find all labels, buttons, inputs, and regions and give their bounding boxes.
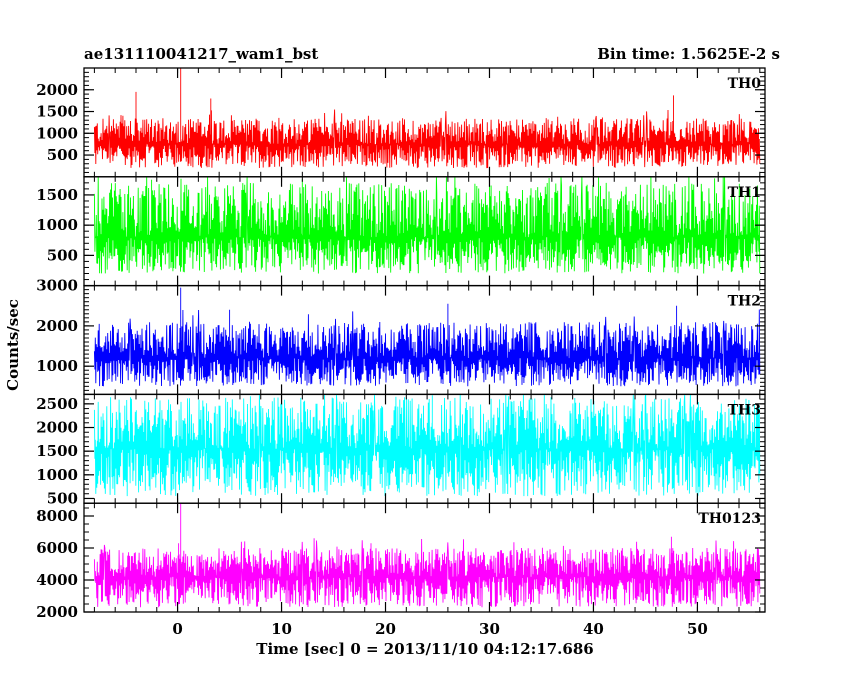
- y-tick-label: 1000: [36, 216, 78, 234]
- y-tick-label: 1500: [36, 186, 78, 204]
- x-tick-label: 30: [479, 620, 500, 638]
- y-tick-label: 2000: [36, 603, 78, 621]
- y-tick-label: 1000: [36, 466, 78, 484]
- panel-label-th1: TH1: [728, 185, 761, 201]
- panel-label-th0123: TH0123: [698, 511, 761, 527]
- series-line-th3: [93, 394, 761, 497]
- chart-title: ae131110041217_wam1_bst: [84, 45, 318, 63]
- series-line-th0: [93, 68, 761, 169]
- x-tick-label: 0: [172, 620, 182, 638]
- series-line-th1: [93, 176, 761, 274]
- y-tick-label: 500: [47, 246, 78, 264]
- y-tick-label: 500: [47, 489, 78, 507]
- y-tick-label: 2000: [36, 317, 78, 335]
- y-tick-label: 4000: [36, 571, 78, 589]
- y-tick-label: 2000: [36, 419, 78, 437]
- y-tick-label: 1000: [36, 124, 78, 142]
- y-tick-label: 3000: [36, 277, 78, 295]
- y-tick-label: 1500: [36, 442, 78, 460]
- y-tick-label: 1500: [36, 103, 78, 121]
- y-axis-label: Counts/sec: [4, 299, 22, 391]
- chart-subtitle: Bin time: 1.5625E-2 s: [597, 45, 780, 63]
- y-tick-label: 2000: [36, 81, 78, 99]
- x-tick-label: 50: [687, 620, 708, 638]
- panel-label-th2: TH2: [728, 294, 761, 310]
- x-tick-label: 40: [583, 620, 604, 638]
- y-tick-label: 1000: [36, 357, 78, 375]
- panel-label-th3: TH3: [728, 402, 761, 418]
- y-tick-label: 8000: [36, 507, 78, 525]
- panel-label-th0: TH0: [728, 76, 762, 92]
- series-line-th0123: [93, 503, 761, 608]
- panel-frame-th0123: [83, 502, 766, 613]
- x-tick-label: 20: [375, 620, 396, 638]
- y-tick-label: 6000: [36, 539, 78, 557]
- series-line-th2: [93, 287, 761, 387]
- x-axis-label: Time [sec] 0 = 2013/11/10 04:12:17.686: [256, 640, 593, 658]
- y-tick-label: 2500: [36, 395, 78, 413]
- x-tick-label: 10: [271, 620, 292, 638]
- y-tick-label: 500: [47, 146, 78, 164]
